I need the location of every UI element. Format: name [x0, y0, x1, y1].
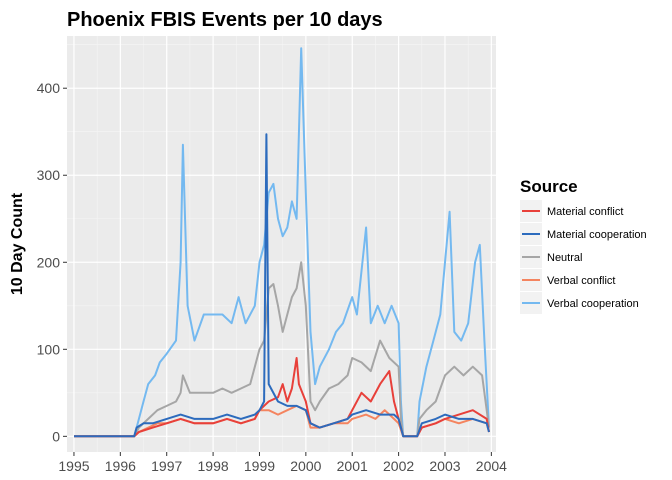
series-line-neutral	[74, 261, 490, 438]
y-axis: 0 100 200 300 400	[37, 80, 67, 444]
x-tick-label: 2003	[429, 458, 460, 474]
x-axis: 1995 1996 1997 1998 1999 2000 2001 2002 2003 2004	[58, 452, 507, 474]
x-tick-label: 2000	[290, 458, 321, 474]
y-tick-label: 0	[52, 428, 60, 444]
legend-title: Source	[520, 177, 578, 196]
y-tick-label: 100	[37, 341, 61, 357]
x-tick-label: 1995	[58, 458, 89, 474]
series-layer	[74, 47, 490, 438]
legend-label-neutral: Neutral	[547, 252, 582, 264]
x-tick-label: 1998	[198, 458, 229, 474]
x-tick-label: 2004	[476, 458, 507, 474]
x-tick-label: 1996	[105, 458, 136, 474]
grid-minor	[67, 36, 496, 452]
grid-major	[67, 36, 496, 452]
y-tick-label: 400	[37, 80, 61, 96]
x-tick-label: 1997	[151, 458, 182, 474]
y-axis-title: 10 Day Count	[9, 192, 26, 295]
y-tick-label: 300	[37, 167, 61, 183]
series-line-verbal-cooperation	[74, 47, 490, 438]
x-tick-label: 2001	[337, 458, 368, 474]
x-tick-label: 1999	[244, 458, 275, 474]
legend-label-verbal-conflict: Verbal conflict	[547, 275, 615, 287]
plot-panel	[67, 36, 496, 452]
x-tick-label: 2002	[383, 458, 414, 474]
chart-title: Phoenix FBIS Events per 10 days	[67, 9, 383, 31]
y-tick-label: 200	[37, 254, 61, 270]
legend: Material conflict Material cooperation Neu…	[520, 200, 647, 314]
series-line-material-cooperation	[74, 133, 490, 438]
legend-label-verbal-cooperation: Verbal cooperation	[547, 298, 639, 310]
legend-label-material-cooperation: Material cooperation	[547, 229, 647, 241]
legend-label-material-conflict: Material conflict	[547, 206, 623, 218]
